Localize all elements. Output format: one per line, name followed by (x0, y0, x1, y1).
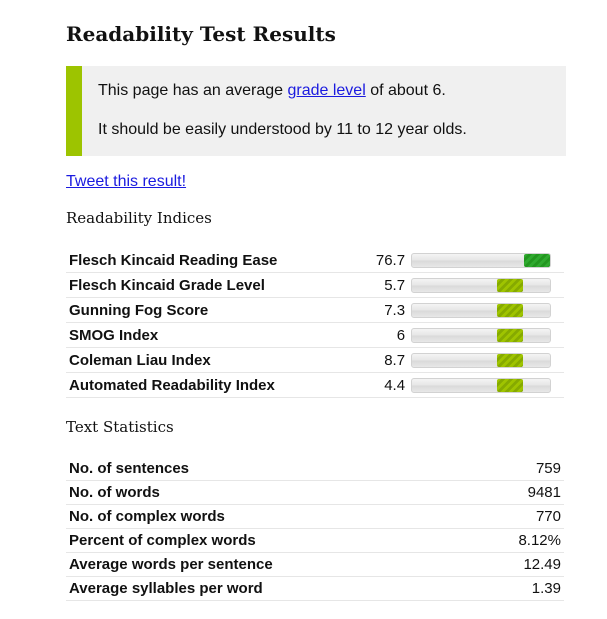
index-meter (411, 302, 552, 318)
summary-grade-line: This page has an average grade level of … (98, 82, 446, 100)
statistic-name: No. of complex words (66, 504, 416, 529)
statistic-value: 1.39 (415, 576, 564, 601)
index-meter-fill (497, 353, 524, 367)
table-row: No. of complex words 770 (66, 504, 564, 529)
statistic-name: Percent of complex words (66, 528, 416, 553)
readability-indices-title: Readability Indices (66, 209, 212, 227)
index-meter (411, 277, 552, 293)
text-statistics-table: No. of sentences 759 No. of words 9481 N… (66, 457, 564, 601)
index-meter (411, 252, 552, 268)
index-meter-cell (408, 372, 564, 398)
table-row: Flesch Kincaid Grade Level 5.7 (66, 272, 564, 298)
statistic-value: 8.12% (415, 528, 564, 553)
table-row: Automated Readability Index 4.4 (66, 372, 564, 398)
statistic-name: No. of words (66, 480, 416, 505)
text-statistics-title: Text Statistics (66, 418, 174, 436)
page-title: Readability Test Results (66, 22, 336, 46)
index-name: SMOG Index (66, 322, 307, 348)
index-meter-fill (497, 303, 524, 317)
readability-indices-table: Flesch Kincaid Reading Ease 76.7 Flesch … (66, 248, 564, 398)
index-value: 6 (306, 322, 409, 348)
table-row: Flesch Kincaid Reading Ease 76.7 (66, 248, 564, 273)
index-value: 5.7 (306, 272, 409, 298)
summary-accent-bar (66, 66, 82, 156)
statistic-name: Average words per sentence (66, 552, 416, 577)
index-name: Gunning Fog Score (66, 297, 307, 323)
summary-prefix-text: This page has an average (98, 82, 288, 99)
table-row: No. of words 9481 (66, 480, 564, 505)
table-row: Coleman Liau Index 8.7 (66, 347, 564, 373)
index-name: Automated Readability Index (66, 372, 307, 398)
index-meter (411, 377, 552, 393)
tweet-result-link[interactable]: Tweet this result! (66, 173, 187, 190)
grade-level-link[interactable]: grade level (287, 82, 366, 99)
index-meter-fill (524, 253, 551, 267)
statistic-value: 759 (415, 457, 564, 481)
index-value: 76.7 (306, 248, 409, 273)
index-meter-fill (497, 278, 524, 292)
table-row: Average words per sentence 12.49 (66, 552, 564, 577)
index-meter-cell (408, 297, 564, 323)
index-name: Coleman Liau Index (66, 347, 307, 373)
statistic-value: 770 (415, 504, 564, 529)
table-row: Average syllables per word 1.39 (66, 576, 564, 601)
index-value: 4.4 (306, 372, 409, 398)
index-meter-fill (497, 378, 524, 392)
statistic-value: 9481 (415, 480, 564, 505)
index-meter (411, 352, 552, 368)
statistic-name: Average syllables per word (66, 576, 416, 601)
index-name: Flesch Kincaid Reading Ease (66, 248, 307, 273)
statistic-name: No. of sentences (66, 457, 416, 481)
table-row: SMOG Index 6 (66, 322, 564, 348)
summary-box: This page has an average grade level of … (66, 66, 566, 156)
index-name: Flesch Kincaid Grade Level (66, 272, 307, 298)
index-meter (411, 327, 552, 343)
summary-age-line: It should be easily understood by 11 to … (98, 121, 467, 138)
index-meter-cell (408, 248, 564, 273)
summary-suffix-text: of about 6. (365, 82, 446, 99)
index-meter-cell (408, 272, 564, 298)
index-value: 7.3 (306, 297, 409, 323)
index-meter-fill (497, 328, 524, 342)
index-meter-cell (408, 322, 564, 348)
statistic-value: 12.49 (415, 552, 564, 577)
index-meter-cell (408, 347, 564, 373)
table-row: Percent of complex words 8.12% (66, 528, 564, 553)
table-row: Gunning Fog Score 7.3 (66, 297, 564, 323)
table-row: No. of sentences 759 (66, 457, 564, 481)
index-value: 8.7 (306, 347, 409, 373)
